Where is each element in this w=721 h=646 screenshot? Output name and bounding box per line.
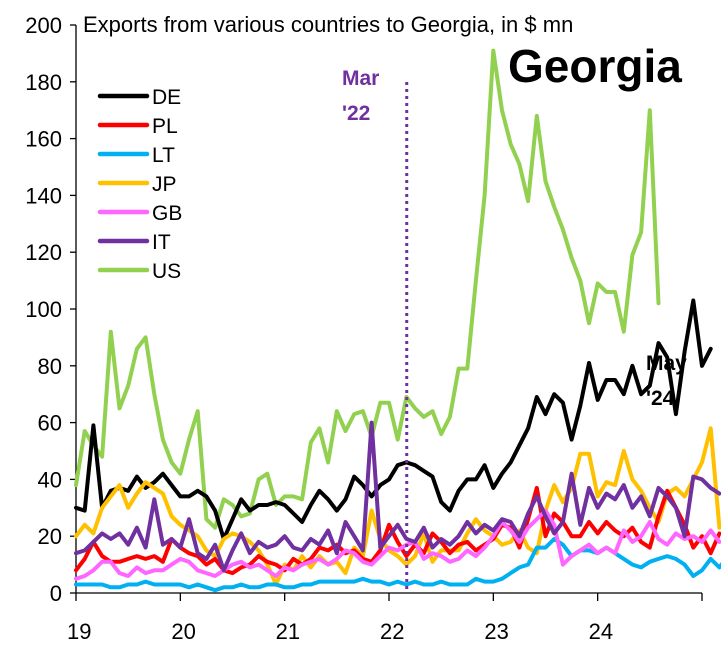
y-tick-label: 40 — [38, 467, 62, 492]
legend-label-lt: LT — [152, 144, 175, 167]
series-line-jp — [74, 426, 721, 587]
series-line-it — [74, 420, 721, 573]
series-line-lt — [74, 537, 721, 593]
series-layer — [74, 48, 721, 593]
chart-title: Exports from various countries to Georgi… — [83, 12, 573, 37]
country-watermark: Georgia — [508, 40, 682, 92]
x-tick-label: 20 — [171, 619, 195, 644]
y-tick-label: 200 — [25, 13, 62, 38]
may-24-annotation-year: '24 — [646, 387, 675, 410]
series-line-us — [74, 48, 661, 530]
x-axis: 19 20 21 22 23 24 — [67, 592, 703, 644]
legend-label-it: IT — [152, 231, 171, 254]
legend-label-us: US — [152, 260, 181, 283]
mar-22-annotation-month: Mar — [342, 67, 379, 90]
y-tick-label: 140 — [25, 183, 62, 208]
may-24-annotation-month: May — [646, 352, 687, 375]
y-tick-label: 120 — [25, 240, 62, 265]
y-tick-label: 180 — [25, 70, 62, 95]
y-tick-label: 20 — [38, 524, 62, 549]
series-line-de — [74, 298, 713, 541]
x-tick-label: 23 — [484, 619, 508, 644]
legend-label-gb: GB — [152, 202, 182, 225]
mar-22-annotation-year: '22 — [342, 102, 370, 125]
series-line-gb — [74, 508, 721, 581]
legend: DE PL LT JP GB IT US — [97, 86, 182, 283]
legend-label-de: DE — [152, 86, 181, 109]
y-tick-label: 160 — [25, 127, 62, 152]
y-tick-label: 60 — [38, 411, 62, 436]
y-axis: 0 20 40 60 80 100 120 140 160 180 200 — [25, 13, 77, 606]
y-tick-label: 80 — [38, 354, 62, 379]
series-line-pl — [74, 485, 721, 576]
x-tick-label: 19 — [67, 619, 91, 644]
y-tick-label: 0 — [50, 581, 62, 606]
x-tick-label: 22 — [380, 619, 404, 644]
y-tick-label: 100 — [25, 297, 62, 322]
legend-label-jp: JP — [152, 173, 177, 196]
x-tick-label: 21 — [276, 619, 300, 644]
legend-label-pl: PL — [152, 115, 178, 138]
x-tick-label: 24 — [589, 619, 613, 644]
